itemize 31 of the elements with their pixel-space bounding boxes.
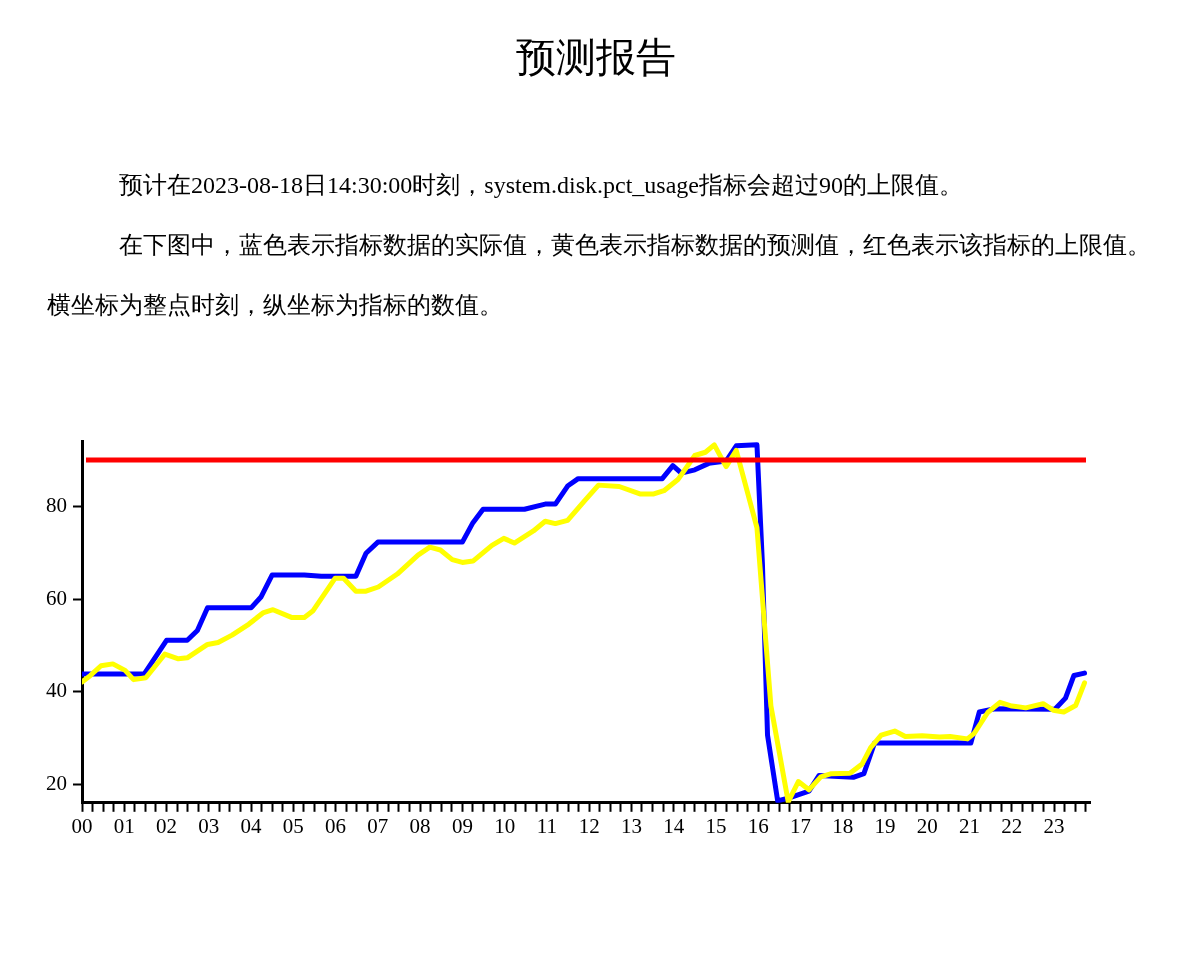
x-tick-label: 22 <box>1001 813 1023 838</box>
x-tick-label: 14 <box>663 813 685 838</box>
x-tick-label: 06 <box>325 813 347 838</box>
chart-title: 预测报告 <box>515 34 677 82</box>
x-tick-label: 09 <box>451 813 473 838</box>
x-tick-label: 04 <box>240 813 263 838</box>
x-tick-label: 13 <box>620 813 642 838</box>
y-tick-label: 80 <box>46 492 67 517</box>
x-tick-label: 02 <box>156 813 178 838</box>
y-tick-label: 20 <box>46 770 67 795</box>
x-tick-label: 03 <box>198 813 220 838</box>
text: 在下图中，蓝色表示指标数据的实际值，黄色表示指标数据的预测值，红色表示该指标的上限值。横坐标为整点时刻，纵坐标为指标的数值。 <box>47 232 1151 318</box>
x-tick-label: 21 <box>959 813 981 838</box>
y-tick-label: 60 <box>46 585 67 610</box>
x-tick-label: 23 <box>1043 813 1065 838</box>
x-tick-label: 12 <box>578 813 600 838</box>
text: 预计在2023-08-18日14:30:00时刻，system.disk.pct_usage指标会超过90的上限值。 <box>118 171 964 200</box>
x-tick-label: 16 <box>747 813 769 838</box>
x-tick-label: 17 <box>789 813 811 838</box>
x-tick-label: 10 <box>494 813 516 838</box>
x-tick-label: 01 <box>113 813 135 838</box>
x-tick-label: 15 <box>705 813 727 838</box>
x-tick-label: 00 <box>71 813 93 838</box>
x-tick-label: 05 <box>282 813 304 838</box>
y-tick-label: 40 <box>46 678 67 703</box>
x-tick-label: 11 <box>536 813 558 838</box>
x-tick-label: 07 <box>367 813 389 838</box>
x-tick-label: 20 <box>916 813 938 838</box>
x-tick-label: 18 <box>832 813 854 838</box>
x-tick-label: 08 <box>409 813 431 838</box>
x-tick-label: 19 <box>874 813 896 838</box>
